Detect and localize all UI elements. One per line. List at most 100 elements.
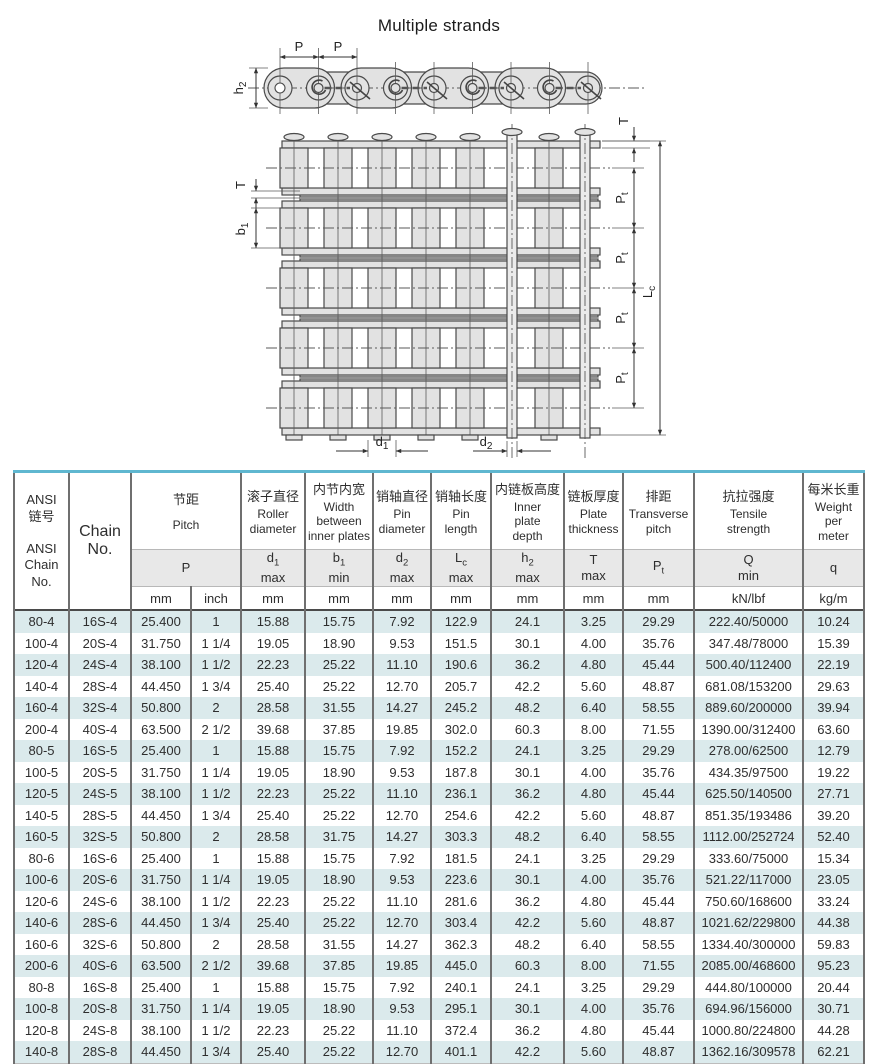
table-cell: 80-6 [13, 847, 70, 869]
t-dimension-top: T [602, 117, 650, 162]
h2-dimension: h2 [231, 67, 268, 109]
table-cell: 35.76 [622, 761, 695, 783]
table-cell: 8.00 [563, 955, 624, 977]
table-cell: 29.29 [622, 610, 695, 633]
table-cell: 11.10 [372, 1019, 432, 1041]
table-cell: 22.23 [240, 1019, 306, 1041]
table-row: 80-4 16S-4 25.400 1 15.88 15.75 7.92 122.9 24.1 3… [13, 610, 865, 633]
lc-dimension-label: Lc [640, 286, 658, 298]
table-cell: 18.90 [304, 869, 374, 891]
table-cell: 16S-5 [68, 740, 132, 762]
table-cell: 20S-4 [68, 632, 132, 654]
table-cell: 11.10 [372, 783, 432, 805]
table-row: 140-5 28S-5 44.450 1 3/4 25.40 25.22 12.70 254.… [13, 804, 865, 826]
table-row: 80-8 16S-8 25.400 1 15.88 15.75 7.92 240.1 24.1 3… [13, 976, 865, 998]
table-cell: 434.35/97500 [693, 761, 804, 783]
table-cell: 63.60 [802, 718, 865, 740]
table-cell: 4.00 [563, 761, 624, 783]
table-cell: 240.1 [430, 976, 492, 998]
table-cell: 1 3/4 [190, 1041, 242, 1063]
table-cell: 80-5 [13, 740, 70, 762]
header-symbol: P [130, 549, 242, 587]
table-cell: 32S-6 [68, 933, 132, 955]
table-cell: 39.68 [240, 718, 306, 740]
table-cell: 7.92 [372, 610, 432, 633]
table-cell: 25.22 [304, 654, 374, 676]
table-cell: 48.2 [490, 697, 565, 719]
table-cell: 9.53 [372, 869, 432, 891]
table-cell: 19.05 [240, 632, 306, 654]
pt-dimension-label: Pt [613, 192, 631, 204]
header-group: 节距 Pitch [130, 471, 242, 550]
table-cell: 25.400 [130, 740, 192, 762]
table-cell: 30.71 [802, 998, 865, 1020]
table-cell: 33.24 [802, 890, 865, 912]
table-row: 200-6 40S-6 63.500 2 1/2 39.68 37.85 19.85 445.… [13, 955, 865, 977]
table-cell: 60.3 [490, 718, 565, 740]
table-cell: 4.80 [563, 783, 624, 805]
table-row: 160-6 32S-6 50.800 2 28.58 31.55 14.27 362.3 48.… [13, 933, 865, 955]
table-cell: 1021.62/229800 [693, 912, 804, 934]
table-cell: 401.1 [430, 1041, 492, 1063]
table-cell: 14.27 [372, 697, 432, 719]
table-cell: 4.00 [563, 869, 624, 891]
table-cell: 1 [190, 847, 242, 869]
table-cell: 40S-4 [68, 718, 132, 740]
table-cell: 7.92 [372, 847, 432, 869]
pt-dimension-label: Pt [613, 252, 631, 264]
pt-dimensions: Pt Pt Pt Pt [613, 192, 631, 384]
header-symbol: d1 max [240, 549, 306, 587]
table-cell: 9.53 [372, 632, 432, 654]
table-row: 120-8 24S-8 38.100 1 1/2 22.23 25.22 11.10 372.… [13, 1019, 865, 1041]
table-cell: 44.450 [130, 912, 192, 934]
table-cell: 36.2 [490, 1019, 565, 1041]
table-cell: 295.1 [430, 998, 492, 1020]
table-cell: 23.05 [802, 869, 865, 891]
header-symbol: q [802, 549, 865, 587]
table-cell: 19.85 [372, 718, 432, 740]
table-cell: 6.40 [563, 933, 624, 955]
table-cell: 48.87 [622, 1041, 695, 1063]
table-cell: 62.21 [802, 1041, 865, 1063]
table-cell: 58.55 [622, 826, 695, 848]
table-cell: 12.79 [802, 740, 865, 762]
table-cell: 444.80/100000 [693, 976, 804, 998]
table-cell: 2 1/2 [190, 955, 242, 977]
p-pitch-dimension: P P [279, 39, 358, 60]
table-cell: 29.29 [622, 740, 695, 762]
table-cell: 22.19 [802, 654, 865, 676]
table-cell: 19.05 [240, 998, 306, 1020]
table-cell: 152.2 [430, 740, 492, 762]
table-cell: 7.92 [372, 740, 432, 762]
table-cell: 44.28 [802, 1019, 865, 1041]
table-cell: 12.70 [372, 675, 432, 697]
table-cell: 1 3/4 [190, 804, 242, 826]
header-group: 内节内宽 Width between inner plates [304, 471, 374, 550]
d1-dimension-label: d1 [376, 434, 389, 452]
table-cell: 20.44 [802, 976, 865, 998]
table-cell: 1 1/4 [190, 632, 242, 654]
table-cell: 44.38 [802, 912, 865, 934]
table-cell: 24.1 [490, 610, 565, 633]
table-cell: 25.22 [304, 912, 374, 934]
table-cell: 1112.00/252724 [693, 826, 804, 848]
table-cell: 31.55 [304, 933, 374, 955]
table-cell: 9.53 [372, 998, 432, 1020]
table-cell: 1 1/4 [190, 761, 242, 783]
table-cell: 5.60 [563, 1041, 624, 1063]
table-cell: 29.29 [622, 847, 695, 869]
table-cell: 22.23 [240, 783, 306, 805]
table-cell: 50.800 [130, 826, 192, 848]
table-cell: 694.96/156000 [693, 998, 804, 1020]
table-cell: 28S-5 [68, 804, 132, 826]
table-cell: 1 1/4 [190, 998, 242, 1020]
table-row: 100-6 20S-6 31.750 1 1/4 19.05 18.90 9.53 223.6… [13, 869, 865, 891]
spec-table: ANSI 链号 ANSI Chain No. Chain No. 节距 Pitch 滚子直径 R… [13, 470, 865, 1064]
table-cell: 32S-5 [68, 826, 132, 848]
chain-side-view [248, 48, 645, 114]
table-cell: 3.25 [563, 976, 624, 998]
table-cell: 44.450 [130, 1041, 192, 1063]
table-row: 140-4 28S-4 44.450 1 3/4 25.40 25.22 12.70 205.… [13, 675, 865, 697]
table-cell: 200-4 [13, 718, 70, 740]
